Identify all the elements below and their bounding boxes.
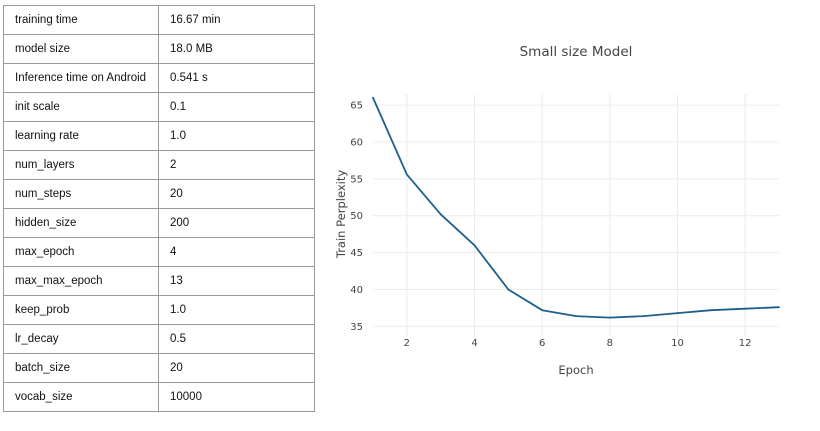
param-value: 4	[158, 237, 315, 267]
param-name: keep_prob	[3, 295, 159, 325]
x-tick-label: 2	[404, 338, 410, 349]
y-tick-label: 60	[350, 137, 363, 148]
data-point	[405, 173, 408, 176]
y-tick-label: 65	[350, 101, 363, 112]
y-tick-label: 35	[350, 322, 363, 333]
y-tick-label: 45	[350, 248, 363, 259]
table-row: vocab_size 10000	[3, 382, 315, 412]
param-name: num_steps	[3, 179, 159, 209]
table-row: max_epoch 4	[3, 237, 315, 267]
param-value: 20	[158, 179, 315, 209]
param-value: 13	[158, 266, 315, 296]
series-line	[372, 97, 780, 319]
table-row: learning rate 1.0	[3, 121, 315, 151]
param-value: 1.0	[158, 121, 315, 151]
param-name: batch_size	[3, 353, 159, 383]
table-row: lr_decay 0.5	[3, 324, 315, 354]
data-point	[575, 315, 577, 317]
param-name: Inference time on Android	[3, 63, 159, 93]
param-value: 18.0 MB	[158, 34, 315, 64]
y-tick-label: 55	[350, 174, 363, 185]
param-value: 0.5	[158, 324, 315, 354]
x-tick-label: 6	[539, 338, 545, 349]
param-name: training time	[3, 5, 159, 35]
table-row: max_max_epoch 13	[3, 266, 315, 296]
param-value: 2	[158, 150, 315, 180]
x-axis-label: Epoch	[558, 363, 593, 377]
table-row: hidden_size 200	[3, 208, 315, 238]
param-name: lr_decay	[3, 324, 159, 354]
x-tick-label: 10	[671, 338, 684, 349]
chart-series	[372, 96, 780, 319]
table-row: num_layers 2	[3, 150, 315, 180]
param-value: 10000	[158, 382, 315, 412]
chart-title: Small size Model	[520, 44, 633, 60]
y-tick-label: 50	[350, 211, 363, 222]
table-row: init scale 0.1	[3, 92, 315, 122]
data-point	[778, 306, 780, 309]
data-point	[541, 309, 544, 312]
perplexity-chart: Small size Model 35 40 45 50 55 60 65 2 4 6 8 10 12…	[334, 44, 780, 377]
x-tick-label: 4	[471, 338, 477, 349]
param-name: learning rate	[3, 121, 159, 151]
param-name: hidden_size	[3, 208, 159, 238]
param-value: 200	[158, 208, 315, 238]
param-name: max_epoch	[3, 237, 159, 267]
table-row: model size 18.0 MB	[3, 34, 315, 64]
param-value: 20	[158, 353, 315, 383]
data-point	[642, 315, 645, 317]
param-value: 0.1	[158, 92, 315, 122]
param-name: vocab_size	[3, 382, 159, 412]
data-point	[473, 244, 476, 247]
data-point	[439, 213, 442, 216]
data-point	[744, 307, 747, 310]
y-axis-label: Train Perplexity	[334, 170, 348, 259]
table-row: keep_prob 1.0	[3, 295, 315, 325]
param-value: 16.67 min	[158, 5, 315, 35]
data-point	[710, 309, 713, 312]
y-axis-ticks: 35 40 45 50 55 60 65	[350, 101, 363, 333]
chart-grid	[373, 94, 779, 336]
param-name: init scale	[3, 92, 159, 122]
x-tick-label: 12	[739, 338, 752, 349]
table-row: num_steps 20	[3, 179, 315, 209]
x-tick-label: 8	[607, 338, 613, 349]
parameters-table: training time 16.67 min model size 18.0 MB I…	[3, 5, 315, 412]
param-name: model size	[3, 34, 159, 64]
table-row: batch_size 20	[3, 353, 315, 383]
data-point	[372, 96, 374, 99]
param-name: num_layers	[3, 150, 159, 180]
data-point	[608, 316, 611, 319]
table-row: Inference time on Android 0.541 s	[3, 63, 315, 93]
param-name: max_max_epoch	[3, 266, 159, 296]
parameters-table-body: training time 16.67 min model size 18.0 MB I…	[3, 5, 315, 412]
x-axis-ticks: 2 4 6 8 10 12	[404, 338, 752, 349]
table-row: training time 16.67 min	[3, 5, 315, 35]
data-point	[676, 312, 679, 315]
y-tick-label: 40	[350, 285, 363, 296]
param-value: 1.0	[158, 295, 315, 325]
param-value: 0.541 s	[158, 63, 315, 93]
data-point	[507, 288, 510, 291]
